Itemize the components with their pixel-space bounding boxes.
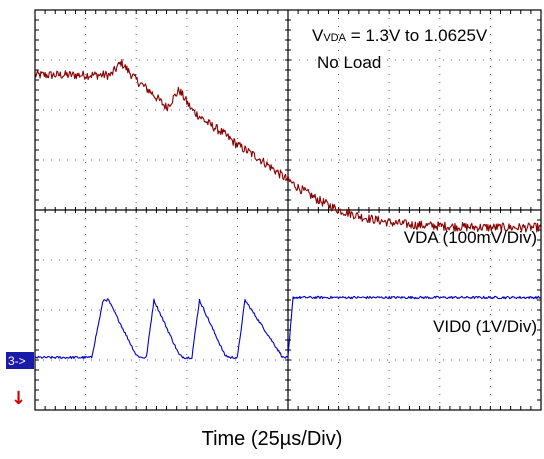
trace-vid0	[34, 295, 542, 360]
no-load-annotation: No Load	[317, 53, 381, 72]
ch3-marker-label: 3->	[8, 354, 26, 368]
plot-frame	[34, 9, 542, 411]
vda-scale-label: VDA (100mV/Div)	[404, 228, 537, 247]
x-axis-label: Time (25µs/Div)	[201, 428, 343, 450]
vid0-scale-label: VID0 (1V/Div)	[433, 317, 537, 336]
graticule-ticks	[34, 9, 542, 411]
ch3-marker-box	[6, 352, 34, 369]
oscilloscope-plot: VVDA = 1.3V to 1.0625V No Load VDA (100m…	[6, 9, 542, 411]
vvda-annotation: VVDA = 1.3V to 1.0625V	[312, 26, 488, 45]
traces	[34, 59, 542, 360]
trigger-marker: ↓	[11, 388, 26, 409]
trace-vda	[34, 59, 542, 233]
